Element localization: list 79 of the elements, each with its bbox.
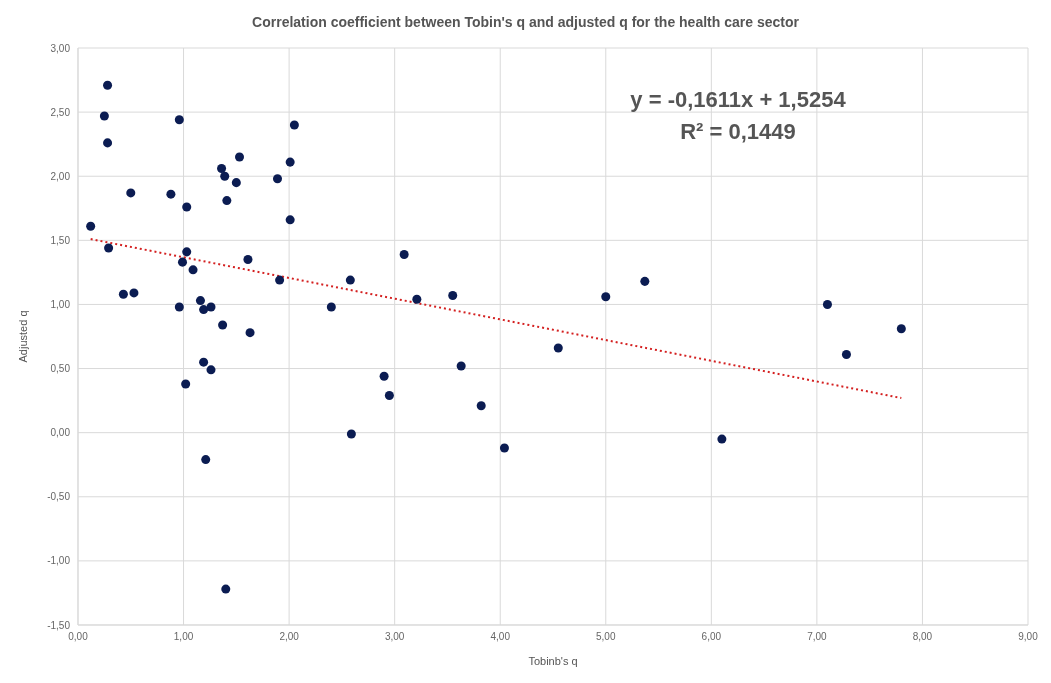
point [220,171,230,181]
point [201,455,211,465]
y-tick-label: -1,50 [47,619,71,631]
x-tick-label: 3,00 [384,631,405,643]
y-axis-title: Adjusted q [16,310,29,363]
point [166,189,176,199]
point [174,302,184,312]
point [499,443,509,453]
point [222,196,232,206]
point [841,349,851,359]
x-tick-label: 9,00 [1018,631,1039,643]
point [103,80,113,90]
point [188,265,198,275]
x-tick-label: 6,00 [701,631,722,643]
point [218,320,228,330]
point [174,115,184,125]
x-tick-label: 1,00 [173,631,194,643]
y-tick-label: 1,50 [50,234,71,246]
x-tick-label: 4,00 [490,631,511,643]
point [217,164,227,174]
point [346,429,356,439]
point [126,188,136,198]
y-tick-label: 1,00 [50,298,71,310]
y-tick-label: 3,00 [50,42,71,54]
point [285,215,295,225]
point [99,111,109,121]
point [272,174,283,184]
point [326,302,336,312]
y-tick-label: 0,00 [50,427,71,439]
point [104,243,114,253]
point [195,296,205,306]
point [206,365,216,375]
point [448,290,458,300]
point [181,379,191,389]
annotation: y = -0,1611x + 1,5254 [629,86,847,114]
point [384,390,394,400]
point [129,288,139,298]
point [285,157,295,167]
point [199,357,209,367]
point [245,328,255,338]
point [231,178,241,188]
y-tick-label: 0,50 [50,363,71,375]
point [379,371,389,381]
x-tick-label: 5,00 [596,631,616,643]
point [118,289,128,299]
point [289,120,299,130]
point [896,324,906,334]
chart-title: Correlation coefficient between Tobin's q and adjusted q for the health care sector [251,14,800,30]
point [601,292,611,302]
y-tick-label: -0,50 [47,491,71,503]
x-tick-label: 0,00 [68,631,89,643]
point [243,255,253,265]
y-tick-label: -1,00 [47,555,71,567]
point [640,276,650,286]
point [275,275,285,285]
annotation: R² = 0,1449 [679,118,797,146]
point [199,305,209,315]
point [221,584,231,594]
point [412,294,422,304]
point [345,275,355,285]
point [476,401,486,411]
point [234,152,245,162]
point [206,302,216,312]
x-tick-label: 7,00 [807,631,828,643]
y-tick-label: 2,00 [50,170,71,182]
point [177,257,188,267]
point [182,202,192,212]
point [822,299,832,309]
y-tick-label: 2,50 [50,106,71,118]
x-axis-title: Tobinb's q [528,655,578,667]
point [182,247,192,257]
point [717,434,727,444]
point [399,249,409,259]
x-tick-label: 8,00 [912,631,933,643]
point [456,361,466,371]
point [103,138,113,148]
point [553,343,563,353]
x-tick-label: 2,00 [279,631,300,643]
point [86,221,96,231]
